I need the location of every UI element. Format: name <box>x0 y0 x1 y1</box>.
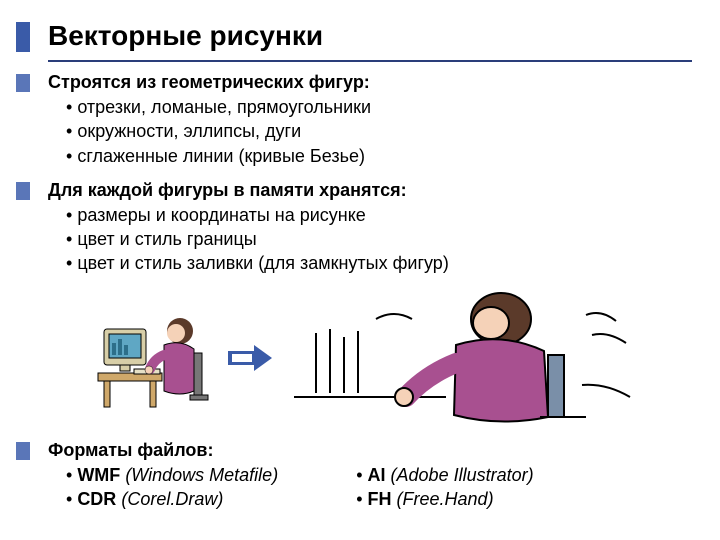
formats-columns: WMF (Windows Metafile) CDR (Corel.Draw) … <box>48 463 692 512</box>
format-abbr: AI <box>368 465 386 485</box>
section-marker <box>16 74 30 92</box>
title-marker <box>16 22 30 52</box>
list-item: WMF (Windows Metafile) <box>66 463 278 487</box>
format-list: WMF (Windows Metafile) CDR (Corel.Draw) <box>48 463 278 512</box>
section-formats: Форматы файлов: WMF (Windows Metafile) C… <box>48 440 692 512</box>
format-abbr: WMF <box>77 465 120 485</box>
list-item: CDR (Corel.Draw) <box>66 487 278 511</box>
list-item: отрезки, ломаные, прямоугольники <box>66 95 692 119</box>
clipart-person-at-computer-icon <box>94 295 214 420</box>
list-item: размеры и координаты на рисунке <box>66 203 692 227</box>
formats-col-left: WMF (Windows Metafile) CDR (Corel.Draw) <box>48 463 278 512</box>
section-marker <box>16 182 30 200</box>
format-abbr: CDR <box>77 489 116 509</box>
section-shapes: Строятся из геометрических фигур: отрезк… <box>48 72 692 168</box>
bullet-list: отрезки, ломаные, прямоугольники окружно… <box>48 95 692 168</box>
arrow-right-icon <box>226 343 274 373</box>
format-desc: (Adobe Illustrator) <box>391 465 534 485</box>
title-block: Векторные рисунки <box>48 20 692 52</box>
list-item: окружности, эллипсы, дуги <box>66 119 692 143</box>
list-item: цвет и стиль заливки (для замкнутых фигу… <box>66 251 692 275</box>
section-lead: Форматы файлов: <box>48 440 692 461</box>
format-desc: (Free.Hand) <box>397 489 494 509</box>
bullet-list: размеры и координаты на рисунке цвет и с… <box>48 203 692 276</box>
formats-col-right: AI (Adobe Illustrator) FH (Free.Hand) <box>338 463 533 512</box>
section-lead: Для каждой фигуры в памяти хранятся: <box>48 180 692 201</box>
format-list: AI (Adobe Illustrator) FH (Free.Hand) <box>338 463 533 512</box>
section-memory: Для каждой фигуры в памяти хранятся: раз… <box>48 180 692 276</box>
clipart-scaled-abstract-icon <box>286 285 646 430</box>
format-abbr: FH <box>368 489 392 509</box>
list-item: сглаженные линии (кривые Безье) <box>66 144 692 168</box>
title-underline <box>48 60 692 62</box>
illustration-row <box>48 288 692 428</box>
list-item: цвет и стиль границы <box>66 227 692 251</box>
format-desc: (Corel.Draw) <box>121 489 223 509</box>
list-item: AI (Adobe Illustrator) <box>356 463 533 487</box>
section-marker <box>16 442 30 460</box>
section-lead: Строятся из геометрических фигур: <box>48 72 692 93</box>
format-desc: (Windows Metafile) <box>125 465 278 485</box>
list-item: FH (Free.Hand) <box>356 487 533 511</box>
page-title: Векторные рисунки <box>48 20 692 52</box>
